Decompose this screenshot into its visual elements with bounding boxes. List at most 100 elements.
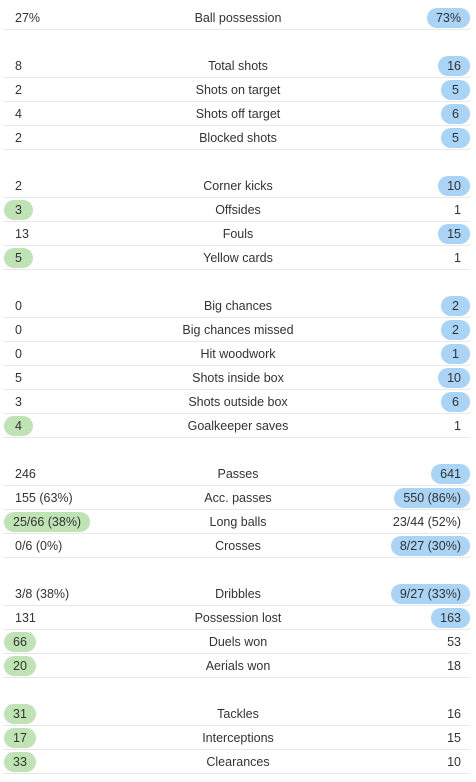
home-value: 31: [4, 704, 36, 724]
row-divider: [4, 557, 470, 558]
away-value: 10: [438, 176, 470, 196]
stat-row: Yellow cards 5 1: [0, 246, 476, 270]
stat-row: Fouls 13 15: [0, 222, 476, 246]
stat-row: Blocked shots 2 5: [0, 126, 476, 150]
row-divider: [4, 413, 470, 414]
home-value: 246: [15, 467, 36, 481]
home-value: 17: [4, 728, 36, 748]
home-value: 2: [15, 131, 22, 145]
home-value: 3/8 (38%): [15, 587, 70, 601]
stat-row: Goalkeeper saves 4 1: [0, 414, 476, 438]
home-value: 20: [4, 656, 36, 676]
stat-label: Blocked shots: [199, 131, 277, 145]
away-value: 641: [431, 464, 470, 484]
home-value: 0: [15, 347, 22, 361]
stat-label: Total shots: [208, 59, 268, 73]
stat-row: Shots on target 2 5: [0, 78, 476, 102]
home-value: 3: [4, 200, 33, 220]
stat-row: Passes 246 641: [0, 462, 476, 486]
stat-label: Goalkeeper saves: [187, 419, 289, 433]
stat-row: Hit woodwork 0 1: [0, 342, 476, 366]
away-value: 10: [438, 368, 470, 388]
home-value: 155 (63%): [15, 491, 73, 505]
row-divider: [4, 485, 470, 486]
away-value: 15: [447, 731, 461, 745]
row-divider: [4, 629, 470, 630]
stat-label: Hit woodwork: [200, 347, 276, 361]
stat-row: Big chances 0 2: [0, 294, 476, 318]
away-value: 2: [441, 320, 470, 340]
stat-label: Dribbles: [215, 587, 261, 601]
away-value: 9/27 (33%): [390, 584, 470, 604]
away-value: 1: [441, 344, 470, 364]
row-divider: [4, 749, 470, 750]
home-value: 2: [15, 83, 22, 97]
stat-label: Ball possession: [194, 11, 282, 25]
home-value: 33: [4, 752, 36, 772]
away-value: 163: [431, 608, 470, 628]
row-divider: [4, 509, 470, 510]
row-divider: [4, 77, 470, 78]
row-divider: [4, 653, 470, 654]
stat-label: Acc. passes: [204, 491, 272, 505]
row-divider: [4, 773, 470, 774]
stat-label: Offsides: [215, 203, 261, 217]
row-divider: [4, 341, 470, 342]
away-value: 6: [441, 104, 470, 124]
away-value: 1: [454, 419, 461, 433]
home-value: 13: [15, 227, 29, 241]
stat-row: Clearances 33 10: [0, 750, 476, 774]
stat-label: Duels won: [208, 635, 268, 649]
stat-label: Corner kicks: [203, 179, 273, 193]
row-divider: [4, 533, 470, 534]
stat-row: Acc. passes 155 (63%) 550 (86%): [0, 486, 476, 510]
stat-label: Shots outside box: [188, 395, 288, 409]
away-value: 2: [441, 296, 470, 316]
row-divider: [4, 725, 470, 726]
away-value: 18: [447, 659, 461, 673]
away-value: 5: [441, 80, 470, 100]
row-divider: [4, 605, 470, 606]
row-divider: [4, 101, 470, 102]
away-value: 10: [447, 755, 461, 769]
stat-row: Shots outside box 3 6: [0, 390, 476, 414]
stat-row: Big chances missed 0 2: [0, 318, 476, 342]
row-divider: [4, 365, 470, 366]
row-divider: [4, 269, 470, 270]
away-value: 8/27 (30%): [390, 536, 470, 556]
home-value: 4: [4, 416, 33, 436]
row-divider: [4, 317, 470, 318]
stat-row: Aerials won 20 18: [0, 654, 476, 678]
row-divider: [4, 677, 470, 678]
stat-row: Shots inside box 5 10: [0, 366, 476, 390]
stat-row: Tackles 31 16: [0, 702, 476, 726]
stat-label: Shots on target: [195, 83, 281, 97]
row-divider: [4, 197, 470, 198]
stat-label: Shots inside box: [192, 371, 284, 385]
home-value: 25/66 (38%): [4, 512, 91, 532]
away-value: 1: [454, 251, 461, 265]
row-divider: [4, 437, 470, 438]
stat-row: Crosses 0/6 (0%) 8/27 (30%): [0, 534, 476, 558]
away-value: 23/44 (52%): [392, 515, 461, 529]
stat-row: Duels won 66 53: [0, 630, 476, 654]
stat-row: Shots off target 4 6: [0, 102, 476, 126]
home-value: 131: [15, 611, 36, 625]
stat-label: Crosses: [215, 539, 261, 553]
stat-label: Clearances: [206, 755, 270, 769]
row-divider: [4, 389, 470, 390]
home-value: 66: [4, 632, 36, 652]
stat-label: Shots off target: [195, 107, 281, 121]
stat-label: Big chances missed: [182, 323, 294, 337]
stat-label: Passes: [217, 467, 259, 481]
row-divider: [4, 221, 470, 222]
home-value: 3: [15, 395, 22, 409]
row-divider: [4, 125, 470, 126]
away-value: 16: [438, 56, 470, 76]
away-value: 73%: [426, 8, 470, 28]
stat-label: Yellow cards: [203, 251, 273, 265]
stat-row: Interceptions 17 15: [0, 726, 476, 750]
stat-label: Interceptions: [202, 731, 274, 745]
away-value: 550 (86%): [394, 488, 470, 508]
